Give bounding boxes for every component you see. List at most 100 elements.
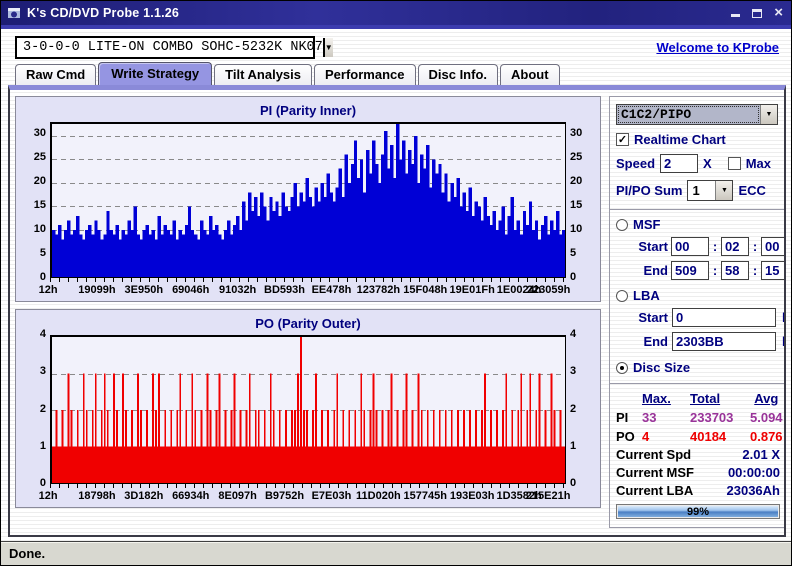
x-tick-label: 19E01Fh	[449, 284, 495, 296]
pipo-sum-value: 1	[692, 183, 700, 198]
pi-y-axis-right: 0 5 10 15 20 25 30	[566, 122, 592, 283]
tab-raw-cmd[interactable]: Raw Cmd	[15, 64, 97, 85]
y-tick-label: 2	[570, 402, 577, 415]
y-tick-label: 10	[33, 223, 46, 236]
lba-start-input[interactable]	[672, 308, 776, 327]
msf-end-min-input[interactable]	[671, 261, 709, 280]
msf-start-sec-input[interactable]	[721, 237, 749, 256]
y-tick-label: 30	[570, 127, 583, 139]
msf-end-sec-input[interactable]	[721, 261, 749, 280]
x-tick-label: 157745h	[403, 490, 447, 502]
tab-performance[interactable]: Performance	[314, 64, 416, 85]
tab-tilt-analysis[interactable]: Tilt Analysis	[214, 64, 313, 85]
y-tick-label: 2	[39, 402, 46, 415]
msf-start-min-input[interactable]	[671, 237, 709, 256]
range-section: MSF Start : : End	[610, 209, 784, 383]
mode-select[interactable]: C1C2/PIPO ▼	[616, 104, 778, 125]
pi-row-label: PI	[616, 410, 629, 425]
lba-end-input[interactable]	[672, 332, 776, 351]
y-tick-label: 25	[33, 151, 46, 163]
mode-select-value: C1C2/PIPO	[617, 105, 760, 124]
lba-start-unit: h	[780, 310, 784, 325]
msf-label: MSF	[633, 217, 661, 232]
lba-label: LBA	[633, 288, 660, 303]
dropdown-arrow-icon[interactable]: ▼	[760, 105, 777, 124]
close-button[interactable]: ×	[774, 4, 783, 21]
dropdown-arrow-icon[interactable]: ▼	[322, 38, 333, 57]
tab-page: PI (Parity Inner) 0 5 10 15 20 25 30 0 5 10 15 20 2…	[8, 85, 786, 537]
msf-end-label: End	[643, 263, 668, 278]
pi-y-axis-left: 0 5 10 15 20 25 30	[24, 122, 50, 283]
max-checkbox[interactable]	[727, 157, 741, 170]
pi-avg-value: 5.094	[750, 410, 783, 425]
po-row-label: PO	[616, 429, 635, 444]
pi-chart-title: PI (Parity Inner)	[259, 103, 357, 118]
realtime-checkbox[interactable]: ✓	[616, 133, 629, 146]
window-title: K's CD/DVD Probe 1.1.26	[27, 6, 180, 20]
po-chart-panel: PO (Parity Outer) 0 1 2 3 4 0 1 2 3 4 12h 18798h 3…	[15, 309, 601, 508]
colon-separator: :	[752, 239, 758, 254]
msf-radio[interactable]	[616, 218, 628, 231]
y-tick-label: 0	[570, 271, 577, 283]
dropdown-arrow-icon[interactable]: ▼	[715, 181, 733, 200]
tab-write-strategy[interactable]: Write Strategy	[98, 62, 213, 85]
po-x-axis-ticks	[50, 484, 566, 488]
y-tick-label: 30	[33, 127, 46, 139]
y-tick-label: 4	[39, 328, 46, 340]
stats-section: Max. Total Avg PI 33 233703 5.094 PO 4 4…	[610, 383, 784, 527]
x-tick-label: 19099h	[78, 284, 116, 296]
speed-unit-label: X	[703, 156, 712, 171]
titlebar-accent-strip	[1, 25, 791, 29]
status-text: Done.	[9, 546, 46, 561]
ecc-label: ECC	[738, 183, 766, 198]
x-tick-label: 66934h	[172, 490, 210, 502]
realtime-label: Realtime Chart	[634, 132, 726, 147]
disc-size-radio[interactable]	[616, 361, 628, 374]
tab-about[interactable]: About	[500, 64, 560, 85]
pipo-sum-select[interactable]: 1 ▼	[687, 180, 734, 201]
progress-fill	[618, 506, 779, 517]
x-tick-label: BD593h	[264, 284, 306, 296]
status-bar: Done.	[1, 541, 791, 565]
chart-options-section: C1C2/PIPO ▼ ✓ Realtime Chart Speed X	[610, 97, 784, 209]
stats-header-avg: Avg	[754, 391, 779, 406]
x-tick-label: 1D3582h	[496, 490, 542, 502]
pi-total-value: 233703	[690, 410, 734, 425]
maximize-button[interactable]	[752, 8, 763, 18]
current-lba-value: 23036Ah	[726, 483, 780, 498]
y-tick-label: 0	[39, 271, 46, 283]
speed-label: Speed	[616, 156, 656, 171]
tab-disc-info[interactable]: Disc Info.	[417, 64, 499, 85]
y-tick-label: 1	[39, 439, 46, 452]
y-tick-label: 20	[570, 175, 583, 188]
actions-panel: Stop Start	[609, 536, 786, 537]
drive-select[interactable]: 3-0-0-0 LITE-ON COMBO SOHC-5232K NK07 ▼	[15, 36, 333, 59]
lba-start-label: Start	[638, 310, 668, 325]
welcome-link[interactable]: Welcome to KProbe	[656, 40, 779, 55]
msf-end-frame-input[interactable]	[761, 261, 784, 280]
control-panel: C1C2/PIPO ▼ ✓ Realtime Chart Speed X	[609, 96, 784, 528]
x-tick-label: B9752h	[264, 490, 305, 502]
pi-max-value: 33	[642, 410, 657, 425]
msf-start-frame-input[interactable]	[761, 237, 784, 256]
x-tick-label: EE478h	[311, 284, 352, 296]
current-msf-value: 00:00:00	[727, 465, 780, 480]
lba-radio[interactable]	[616, 289, 628, 302]
lba-end-label: End	[643, 334, 668, 349]
x-tick-label: 18798h	[78, 490, 116, 502]
speed-input[interactable]	[660, 154, 699, 173]
lba-end-unit: h	[780, 334, 784, 349]
colon-separator: :	[712, 263, 718, 278]
po-y-axis-right: 0 1 2 3 4	[566, 329, 592, 489]
minimize-button[interactable]	[731, 9, 741, 17]
pi-chart-panel: PI (Parity Inner) 0 5 10 15 20 25 30 0 5 10 15 20 2…	[15, 96, 601, 302]
y-tick-label: 15	[33, 199, 46, 211]
po-chart-title: PO (Parity Outer)	[255, 316, 361, 331]
pi-plot-area	[50, 122, 566, 278]
msf-start-label: Start	[638, 239, 668, 254]
x-tick-label: 15F048h	[403, 284, 448, 296]
x-tick-label: 215E21h	[525, 490, 571, 502]
progress-label: 99%	[686, 505, 710, 518]
colon-separator: :	[752, 263, 758, 278]
